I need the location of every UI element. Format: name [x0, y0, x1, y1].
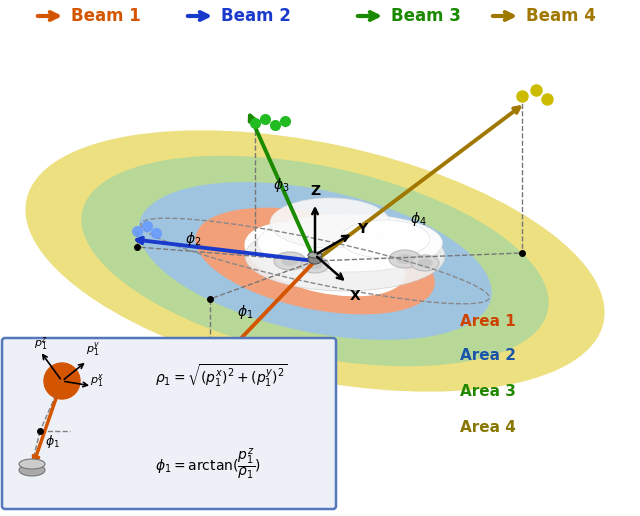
Ellipse shape [340, 220, 430, 258]
Ellipse shape [244, 222, 406, 296]
Ellipse shape [195, 207, 435, 314]
Ellipse shape [281, 256, 299, 266]
Ellipse shape [81, 156, 548, 366]
Text: $p_1^x$: $p_1^x$ [90, 372, 104, 389]
Ellipse shape [308, 252, 322, 258]
Text: $\phi_1$: $\phi_1$ [237, 303, 253, 321]
Text: Area 2: Area 2 [460, 348, 516, 363]
Ellipse shape [245, 221, 445, 291]
Ellipse shape [396, 254, 414, 264]
Circle shape [44, 363, 80, 399]
Text: Y: Y [357, 222, 367, 236]
FancyBboxPatch shape [2, 338, 336, 509]
Text: $\rho_1 = \sqrt{(p_1^x)^2 + (p_1^y)^2}$: $\rho_1 = \sqrt{(p_1^x)^2 + (p_1^y)^2}$ [155, 363, 287, 389]
Ellipse shape [138, 182, 492, 340]
Text: $\phi_4$: $\phi_4$ [410, 210, 427, 228]
Ellipse shape [307, 261, 323, 269]
Ellipse shape [19, 459, 45, 469]
Ellipse shape [301, 257, 329, 273]
Ellipse shape [308, 254, 322, 264]
Text: X: X [350, 289, 361, 303]
Text: Beam 3: Beam 3 [391, 7, 461, 25]
Ellipse shape [389, 250, 421, 268]
Ellipse shape [270, 198, 390, 248]
Ellipse shape [417, 259, 433, 267]
Text: $p_1^y$: $p_1^y$ [86, 341, 100, 359]
Text: $\phi_2$: $\phi_2$ [185, 230, 202, 248]
Text: Z: Z [310, 184, 320, 198]
Text: Beam 1: Beam 1 [71, 7, 141, 25]
Text: Beam 2: Beam 2 [221, 7, 291, 25]
Text: Area 1: Area 1 [460, 314, 516, 329]
Text: Area 4: Area 4 [460, 421, 516, 436]
Text: $\phi_3$: $\phi_3$ [273, 176, 289, 194]
Text: $\phi_1$: $\phi_1$ [45, 433, 60, 450]
Ellipse shape [257, 214, 442, 272]
Text: $p_1^z$: $p_1^z$ [34, 335, 48, 352]
Text: Beam 4: Beam 4 [526, 7, 596, 25]
Ellipse shape [26, 131, 605, 392]
Ellipse shape [274, 252, 306, 270]
Text: $\phi_1 = \arctan(\dfrac{p_1^z}{\rho_1})$: $\phi_1 = \arctan(\dfrac{p_1^z}{\rho_1})… [155, 446, 261, 481]
Text: Area 3: Area 3 [460, 383, 516, 398]
Ellipse shape [19, 464, 45, 476]
Ellipse shape [411, 255, 439, 271]
